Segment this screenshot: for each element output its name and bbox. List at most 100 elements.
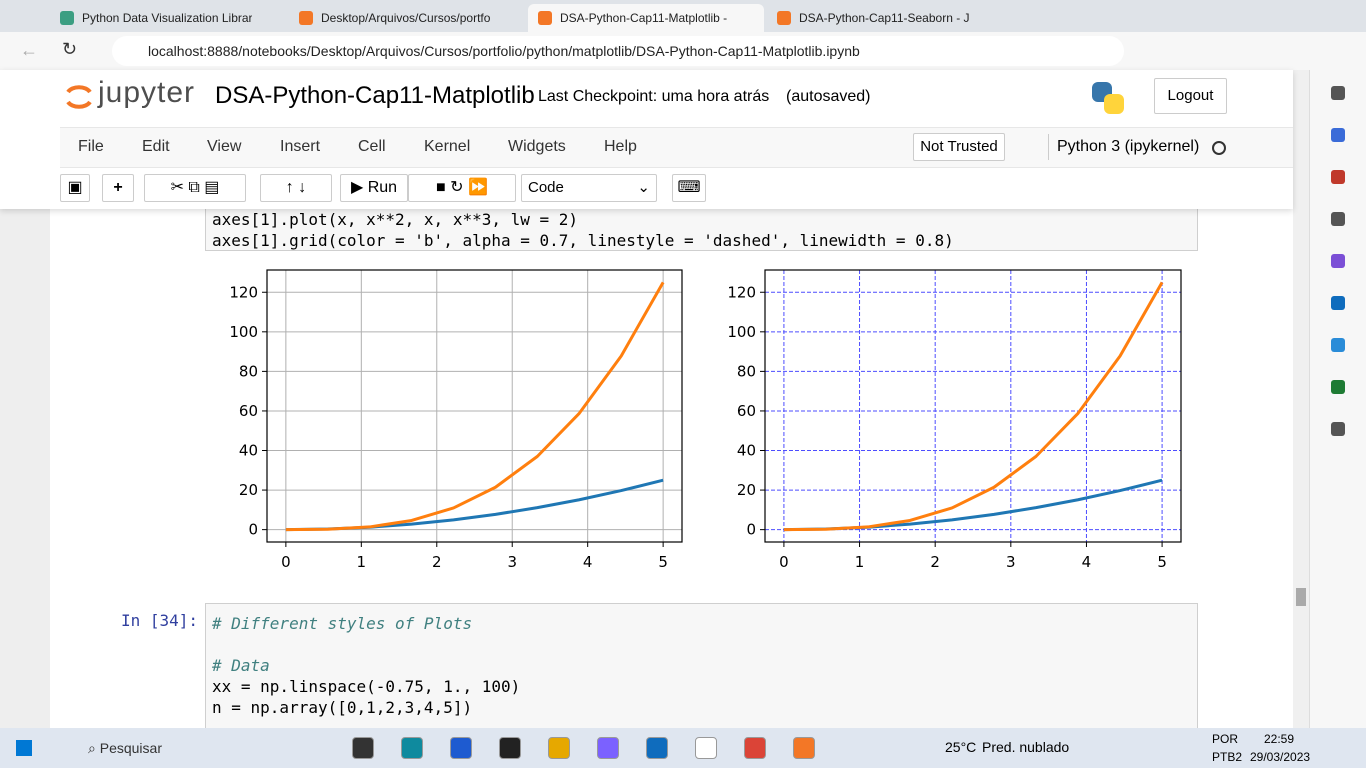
command-palette[interactable]: ⌨: [672, 174, 706, 202]
code-line: # Data: [212, 656, 270, 675]
x-tick-label: 0: [779, 553, 789, 571]
python-logo: [1092, 82, 1124, 114]
sidebar-icon[interactable]: [1331, 380, 1345, 394]
tab-icon: [60, 11, 74, 25]
series-line: [783, 281, 1164, 532]
notebook-title[interactable]: DSA-Python-Cap11-Matplotlib: [215, 82, 535, 109]
series-line: [285, 478, 664, 532]
input-language[interactable]: POR: [1212, 732, 1239, 746]
trust-indicator[interactable]: Not Trusted: [913, 133, 1005, 161]
clock-date[interactable]: 29/03/2023: [1250, 750, 1311, 764]
x-tick-label: 1: [357, 553, 367, 571]
back-button[interactable]: ←: [20, 40, 38, 60]
scrollbar[interactable]: [1293, 70, 1309, 728]
x-tick-label: 2: [432, 553, 442, 571]
sidebar-icon[interactable]: [1331, 254, 1345, 268]
logout-button[interactable]: Logout: [1154, 78, 1227, 114]
chart: 0 1 2 3 4 5 0 20 40 60 80 100 120: [727, 269, 1182, 571]
menu-item[interactable]: Cell: [358, 138, 386, 155]
sidebar-icon[interactable]: [1331, 86, 1345, 100]
taskbar-app[interactable]: [793, 737, 815, 759]
menu-item[interactable]: View: [207, 138, 242, 155]
cell-prompt: In [34]:: [121, 611, 199, 630]
y-tick-label: 80: [239, 362, 258, 380]
search-box[interactable]: ⌕ Pesquisar: [88, 740, 162, 756]
move-buttons[interactable]: ↑ ↓: [260, 174, 332, 202]
reload-button[interactable]: ↻: [62, 39, 78, 59]
x-tick-label: 1: [855, 553, 865, 571]
kernel-buttons[interactable]: ■ ↻ ⏩: [408, 174, 516, 202]
cell-type: Code: [528, 179, 564, 196]
clock-time[interactable]: 22:59: [1264, 732, 1295, 746]
tab-title: DSA-Python-Cap11-Matplotlib -: [560, 11, 728, 25]
taskbar-app[interactable]: [401, 737, 423, 759]
sidebar-icon[interactable]: [1331, 296, 1345, 310]
chart: 0 1 2 3 4 5 0 20 40 60 80 100 120: [229, 269, 683, 571]
y-tick-label: 0: [248, 521, 258, 539]
keyboard-layout[interactable]: PTB2: [1212, 750, 1243, 764]
taskbar-app[interactable]: [695, 737, 717, 759]
edit-buttons[interactable]: ✂ ⧉ ▤: [144, 174, 246, 202]
y-tick-label: 100: [229, 323, 258, 341]
jupyter-header: jupyter DSA-Python-Cap11-Matplotlib Last…: [0, 70, 1293, 209]
tab-icon: [538, 11, 552, 25]
taskbar-app[interactable]: [548, 737, 570, 759]
x-tick-label: 5: [1157, 553, 1167, 571]
sidebar-icon[interactable]: [1331, 422, 1345, 436]
x-tick-label: 4: [1082, 553, 1092, 571]
checkpoint: Last Checkpoint: uma hora atrás: [538, 88, 770, 105]
tab-title: Python Data Visualization Library: [82, 11, 252, 25]
run-button[interactable]: ▶ Run: [340, 174, 408, 202]
series-line: [783, 478, 1163, 532]
toolbar: ▣ + ✂ ⧉ ▤ ↑ ↓ ▶ Run ■ ↻ ⏩ Code ⌄ ⌨: [60, 166, 1293, 209]
sidebar-icon[interactable]: [1331, 170, 1345, 184]
taskbar-app[interactable]: [744, 737, 766, 759]
start-button[interactable]: [16, 740, 32, 756]
menu-item[interactable]: Help: [604, 138, 637, 155]
code-cell[interactable]: # Different styles of Plots # Data xx = np…: [205, 603, 1198, 743]
output-figure: 0 1 2 3 4 5 0 20 40 60 80 100 120 0 1 2 3 4 5 0 20 40 60 80 100 1…: [229, 269, 1182, 571]
search-text: Pesquisar: [99, 740, 162, 756]
code-line: axes[1].grid(color = 'b', alpha = 0.7, l…: [212, 231, 954, 250]
scroll-thumb[interactable]: [1296, 588, 1306, 606]
browser-tab[interactable]: DSA-Python-Cap11-Seaborn - Ju: [767, 4, 1003, 32]
jupyter-logo[interactable]: jupyter: [98, 76, 196, 109]
y-tick-label: 20: [737, 481, 756, 499]
menu-item[interactable]: Widgets: [508, 138, 566, 155]
x-tick-label: 3: [1006, 553, 1016, 571]
menu-bar: Not Trusted Python 3 (ipykernel) File Edi…: [60, 127, 1293, 168]
taskbar-app[interactable]: [450, 737, 472, 759]
code-line: axes[1].plot(x, x**2, x, x**3, lw = 2): [212, 210, 579, 229]
y-tick-label: 120: [727, 283, 756, 301]
menu-item[interactable]: Kernel: [424, 138, 471, 155]
browser-tab[interactable]: DSA-Python-Cap11-Matplotlib -: [528, 4, 764, 32]
insert-button[interactable]: +: [102, 174, 134, 202]
browser-tab[interactable]: Python Data Visualization Library: [50, 4, 286, 32]
menu-item[interactable]: Edit: [142, 138, 170, 155]
plot-frame: [266, 269, 683, 543]
sidebar-icon[interactable]: [1331, 128, 1345, 142]
taskbar-app[interactable]: [352, 737, 374, 759]
taskbar-app[interactable]: [646, 737, 668, 759]
menu-item[interactable]: File: [78, 138, 104, 155]
x-tick-label: 4: [583, 553, 593, 571]
tab-strip: Python Data Visualization Library Desktop…: [0, 0, 1366, 32]
kernel-name: Python 3 (ipykernel): [1048, 134, 1199, 160]
sidebar-icon[interactable]: [1331, 212, 1345, 226]
sidebar-icon[interactable]: [1331, 338, 1345, 352]
menu-item[interactable]: Insert: [280, 138, 321, 155]
temperature: 25°C: [945, 739, 977, 755]
cell-type-select[interactable]: Code ⌄: [521, 174, 657, 202]
tab-icon: [299, 11, 313, 25]
taskbar-app[interactable]: [499, 737, 521, 759]
url-field[interactable]: localhost:8888/notebooks/Desktop/Arquivo…: [112, 36, 1124, 66]
taskbar: ⌕ Pesquisar 25°C Pred. nublado POR PTB2 …: [0, 728, 1366, 768]
save-button[interactable]: ▣: [60, 174, 90, 202]
taskbar-app[interactable]: [597, 737, 619, 759]
y-tick-label: 80: [737, 362, 756, 380]
tab-title: DSA-Python-Cap11-Seaborn - Ju: [799, 11, 969, 25]
y-tick-label: 40: [239, 442, 258, 460]
browser-tab[interactable]: Desktop/Arquivos/Cursos/portfo: [289, 4, 525, 32]
tab-title: Desktop/Arquivos/Cursos/portfo: [321, 11, 491, 25]
